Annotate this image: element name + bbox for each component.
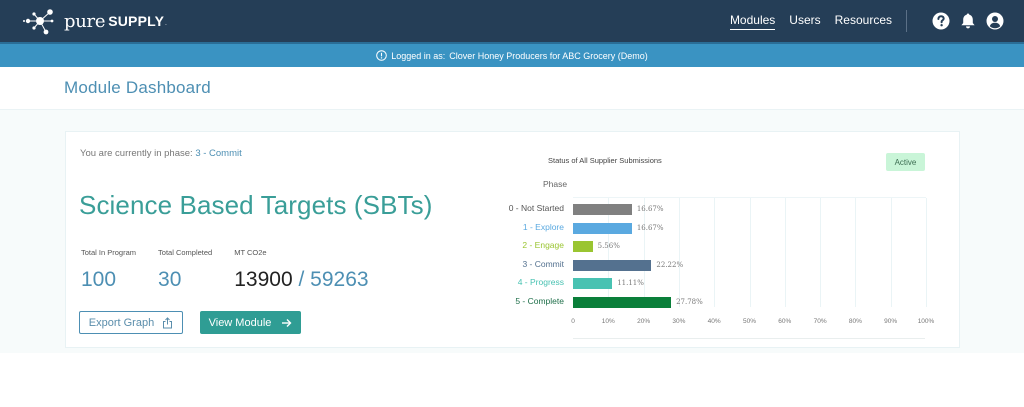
chart-x-tick-label: 80% [848, 318, 862, 325]
chart-x-tick-label: 30% [672, 318, 686, 325]
main-nav: Modules Users Resources [716, 0, 1004, 42]
chart-x-tick-label: 70% [813, 318, 827, 325]
module-title: Science Based Targets (SBTs) [79, 190, 433, 220]
view-module-button[interactable]: View Module [200, 311, 301, 334]
chart-gridline [714, 198, 716, 307]
stat-label: Total In Program [81, 248, 137, 257]
chart-category-label: 2 - Engage [522, 240, 564, 250]
chart-x-tick-label: 40% [707, 318, 721, 325]
view-module-label: View Module [208, 316, 272, 329]
chart-category-label: 5 - Complete [515, 295, 564, 306]
chart-x-tick-label: 20% [637, 318, 651, 325]
logo-text-supply: SUPPLY [108, 13, 165, 29]
chart-gridline [784, 198, 786, 307]
chart-gridline [890, 198, 892, 307]
chart-bar-value-label: 27.78% [676, 297, 703, 306]
chart-x-axis: 0 10% 20% 30% 40% 50% 60% 70% 80% 90% 100% [571, 318, 934, 328]
module-card: You are currently in phase: 3 - Commit S… [65, 131, 960, 348]
chart-gridline [749, 198, 751, 307]
info-icon [376, 50, 387, 61]
chart-bar-value-label: 22.22% [656, 260, 684, 269]
stat-total-completed: Total Completed 30 [158, 248, 212, 292]
logo-text-pure: pure [64, 10, 106, 32]
bell-icon[interactable] [959, 12, 977, 30]
co2e-separator: / [292, 268, 311, 291]
chart-bar[interactable] [573, 241, 593, 252]
phase-prefix: You are currently in phase: [80, 148, 193, 159]
chart-plot-area: 16.67% 16.67% 5.56% 22.22% 11.11% 27.78% [573, 197, 927, 308]
chart-x-tick-label: 50% [742, 318, 757, 325]
chart-x-tick-label: 0 [571, 318, 575, 325]
co2e-current: 13900 [234, 268, 293, 291]
logged-in-account: Clover Honey Producers for ABC Grocery (… [449, 50, 648, 61]
chart-category-label: 0 - Not Started [508, 203, 564, 213]
page-title: Module Dashboard [64, 78, 211, 97]
chart-title: Status of All Supplier Submissions [548, 156, 662, 165]
chart-category-label: 4 - Progress [517, 277, 564, 287]
chart-bar[interactable] [573, 259, 652, 271]
current-phase-text: You are currently in phase: 3 - Commit [80, 148, 242, 159]
chart-bar[interactable] [573, 204, 632, 215]
stat-total-in-program: Total In Program 100 [81, 248, 136, 292]
chart-category-label: 1 - Explore [522, 221, 564, 232]
export-graph-button[interactable]: Export Graph [79, 311, 183, 334]
molecule-logo-icon [23, 9, 54, 35]
nav-modules[interactable]: Modules [729, 13, 776, 30]
arrow-right-icon [281, 318, 292, 328]
chart-x-tick-label: 60% [778, 318, 792, 325]
stat-label: Total Completed [158, 248, 213, 257]
chart-y-axis-label: Phase [543, 179, 568, 189]
phase-value: 3 - Commit [195, 148, 242, 159]
nav-divider [906, 10, 907, 32]
co2e-total: 59263 [310, 268, 369, 291]
user-account-icon[interactable] [986, 12, 1004, 30]
status-badge: Active [886, 153, 925, 171]
module-stats: Total In Program 100 Total Completed 30 … [81, 248, 391, 292]
stat-mt-co2e: MT CO2e 13900 / 59263 [234, 248, 368, 292]
chart-gridline [820, 198, 822, 307]
share-export-icon [162, 316, 173, 329]
chart-category-label: 3 - Commit [522, 258, 564, 269]
chart-gridline [678, 198, 680, 307]
chart-bar-value-label: 16.67% [636, 223, 664, 232]
chart-gridline [643, 198, 645, 307]
chart-x-tick-label: 100% [917, 318, 935, 325]
page-header: Module Dashboard [0, 67, 1024, 110]
stat-value: 30 [158, 268, 182, 291]
chart-gridline [855, 198, 857, 307]
chart-x-tick-label: 10% [601, 318, 615, 325]
nav-users[interactable]: Users [789, 13, 821, 27]
chart-bar-value-label: 16.67% [636, 205, 664, 213]
logo-trademark: . [165, 21, 167, 27]
stat-value: 100 [81, 268, 117, 291]
puresupply-logo[interactable]: pure SUPPLY . [22, 6, 167, 36]
help-icon[interactable] [932, 12, 950, 30]
chart-gridline [926, 198, 927, 307]
chart-x-tick-label: 90% [884, 318, 898, 325]
chart-horizontal-scrollbar[interactable] [573, 338, 925, 339]
chart-bar-value-label: 11.11% [617, 279, 644, 287]
logged-in-banner: Logged in as: Clover Honey Producers for… [0, 42, 1024, 67]
top-navbar: pure SUPPLY . Modules Users Resources [0, 0, 1024, 42]
export-graph-label: Export Graph [88, 316, 155, 329]
chart-bar[interactable] [573, 296, 672, 308]
nav-resources[interactable]: Resources [834, 13, 892, 27]
logged-in-label: Logged in as: [391, 50, 446, 61]
chart-bar[interactable] [573, 278, 613, 289]
chart-gridline [608, 198, 610, 307]
chart-bar-value-label: 5.56% [597, 242, 620, 250]
chart-bar[interactable] [573, 222, 632, 234]
stat-label: MT CO2e [234, 248, 267, 257]
stat-value: 13900 / 59263 [234, 268, 368, 292]
